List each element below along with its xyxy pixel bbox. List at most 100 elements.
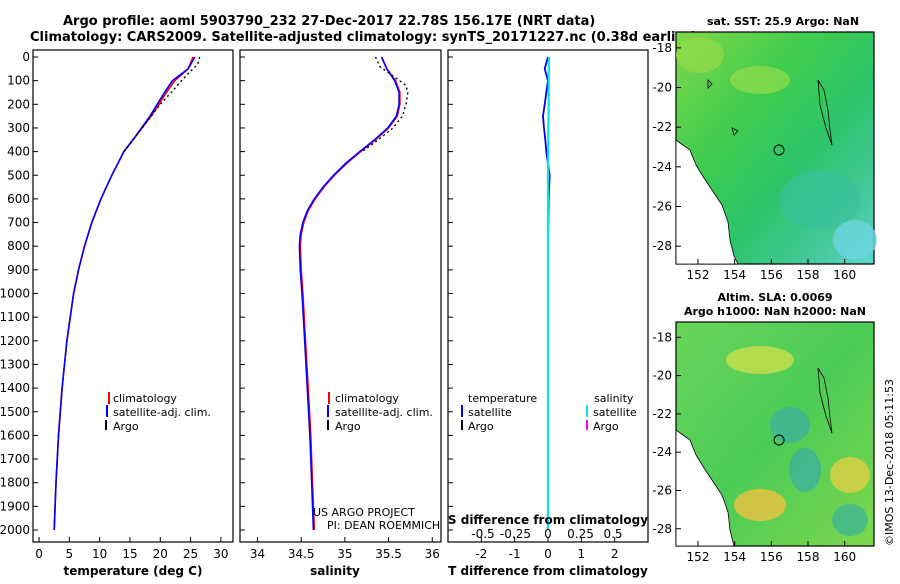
sla-patch <box>726 346 794 374</box>
x-tick-label: 34.5 <box>288 547 315 561</box>
argo-position-marker <box>773 144 785 156</box>
map-y-tick-label: -18 <box>652 330 672 344</box>
x-tick-label: 15 <box>122 547 137 561</box>
series-line-argo <box>361 56 409 153</box>
map-y-tick-label: -28 <box>652 522 672 536</box>
argo-position-marker <box>773 434 785 446</box>
s-tick-label: 0.5 <box>603 527 622 541</box>
x-tick-label: -1 <box>509 547 521 561</box>
legend-label-sal-satellite: satellite <box>593 406 637 419</box>
x-tick-label: 34 <box>250 547 265 561</box>
map-y-tick-label: -22 <box>652 407 672 421</box>
difference-x-ticks: -2 -1 0 1 2 <box>475 537 618 561</box>
sst-map-title: sat. SST: 25.9 Argo: NaN <box>707 15 859 28</box>
map-y-tick-label: -24 <box>652 160 672 174</box>
s-tick-label: 0 <box>544 527 552 541</box>
t-difference-xlabel: T difference from climatology <box>448 564 648 578</box>
x-tick-label: 1 <box>578 547 586 561</box>
legend-label-climatology: climatology <box>335 392 399 405</box>
project-annotation-line1: US ARGO PROJECT <box>313 506 415 519</box>
sla-map-title: Altim. SLA: 0.0069 <box>717 291 832 304</box>
depth-tick-label: 1100 <box>0 310 30 324</box>
x-tick-label: 0 <box>35 547 43 561</box>
salinity-legend: climatology satellite-adj. clim. Argo <box>327 392 433 433</box>
map-y-tick-label: -24 <box>652 445 672 459</box>
map-x-tick-label: 160 <box>833 550 856 564</box>
map-y-tick-label: -26 <box>652 199 672 213</box>
s-tick-label: -0.25 <box>500 527 531 541</box>
depth-tick-label: 1900 <box>0 499 30 513</box>
x-tick-label: 30 <box>213 547 228 561</box>
x-tick-label: 35 <box>337 547 352 561</box>
project-annotation-line2: PI: DEAN ROEMMICH <box>327 519 440 532</box>
sla-patch <box>734 489 786 521</box>
legend-swatch-temp-satellite <box>461 405 463 417</box>
map-x-tick-label: 156 <box>760 268 783 282</box>
legend-title-temperature: temperature <box>468 392 537 405</box>
temperature-legend: climatology satellite-adj. clim. Argo <box>105 392 211 433</box>
depth-tick-label: 0 <box>22 50 30 64</box>
series-line-satellite-adj-clim- <box>298 56 400 531</box>
sst-map <box>675 31 877 265</box>
title-line1: Argo profile: aoml 5903790_232 27-Dec-20… <box>63 14 595 29</box>
map-x-tick-label: 158 <box>797 550 820 564</box>
sla-patch <box>789 448 821 492</box>
map-y-tick-label: -20 <box>652 81 672 95</box>
legend-swatch-argo <box>105 420 107 430</box>
legend-label-sal-argo: Argo <box>593 420 619 433</box>
island-outline <box>817 79 833 146</box>
sla-map-subtitle: Argo h1000: NaN h2000: NaN <box>684 305 866 318</box>
legend-swatch-temp-argo <box>461 420 463 430</box>
depth-axis: 0 100 200 300 400 500 600 700 800 900 1000 1100 1200… <box>0 50 453 537</box>
x-tick-label: 36 <box>425 547 440 561</box>
temperature-panel <box>32 49 234 543</box>
depth-tick-label: 300 <box>7 121 30 135</box>
s-tick-label: 0.25 <box>567 527 594 541</box>
x-tick-label: 25 <box>183 547 198 561</box>
difference-s-ticks: -0.5 -0.25 0 0.25 0.5 <box>471 527 622 541</box>
depth-tick-label: 1200 <box>0 334 30 348</box>
depth-tick-label: 600 <box>7 192 30 206</box>
legend-swatch-satellite <box>106 405 108 417</box>
sst-map-ticks: -18 -20 -22 -24 -26 -28 152 154 156 158 160 <box>652 41 856 282</box>
contour-line <box>707 79 713 89</box>
difference-temperature-legend: temperature satellite Argo <box>461 392 537 433</box>
map-y-tick-label: -28 <box>652 239 672 253</box>
watermark: ©IMOS 13-Dec-2018 05:11:53 <box>883 379 896 546</box>
legend-label-argo: Argo <box>113 420 139 433</box>
legend-swatch-climatology <box>328 392 330 404</box>
legend-label-temp-argo: Argo <box>468 420 494 433</box>
salinity-panel <box>239 49 442 543</box>
x-tick-label: 20 <box>153 547 168 561</box>
depth-tick-label: 1800 <box>0 476 30 490</box>
legend-label-climatology: climatology <box>113 392 177 405</box>
legend-label-argo: Argo <box>335 420 361 433</box>
depth-tick-label: 900 <box>7 263 30 277</box>
legend-swatch-sal-satellite <box>586 405 588 417</box>
x-tick-label: 10 <box>92 547 107 561</box>
difference-salinity-legend: salinity satellite Argo <box>586 392 637 433</box>
depth-tick-label: 500 <box>7 168 30 182</box>
map-x-tick-label: 160 <box>833 268 856 282</box>
legend-swatch-satellite <box>327 405 329 417</box>
coastline <box>675 139 739 265</box>
legend-swatch-argo <box>327 420 329 430</box>
x-tick-label: 2 <box>611 547 619 561</box>
depth-tick-label: 400 <box>7 145 30 159</box>
coastline <box>675 429 735 547</box>
depth-tick-label: 800 <box>7 239 30 253</box>
sst-patch <box>833 220 877 260</box>
legend-swatch-sal-argo <box>586 420 588 430</box>
legend-label-satellite: satellite-adj. clim. <box>113 406 211 419</box>
depth-tick-label: 100 <box>7 74 30 88</box>
map-y-tick-label: -22 <box>652 120 672 134</box>
s-difference-label: S difference from climatology <box>448 513 648 527</box>
x-tick-label: 35.5 <box>375 547 402 561</box>
depth-tick-label: 1000 <box>0 287 30 301</box>
map-x-tick-label: 152 <box>687 268 710 282</box>
sla-patch <box>832 504 868 536</box>
x-tick-label: 0 <box>544 547 552 561</box>
map-y-tick-label: -26 <box>652 483 672 497</box>
sst-patch <box>780 170 860 230</box>
